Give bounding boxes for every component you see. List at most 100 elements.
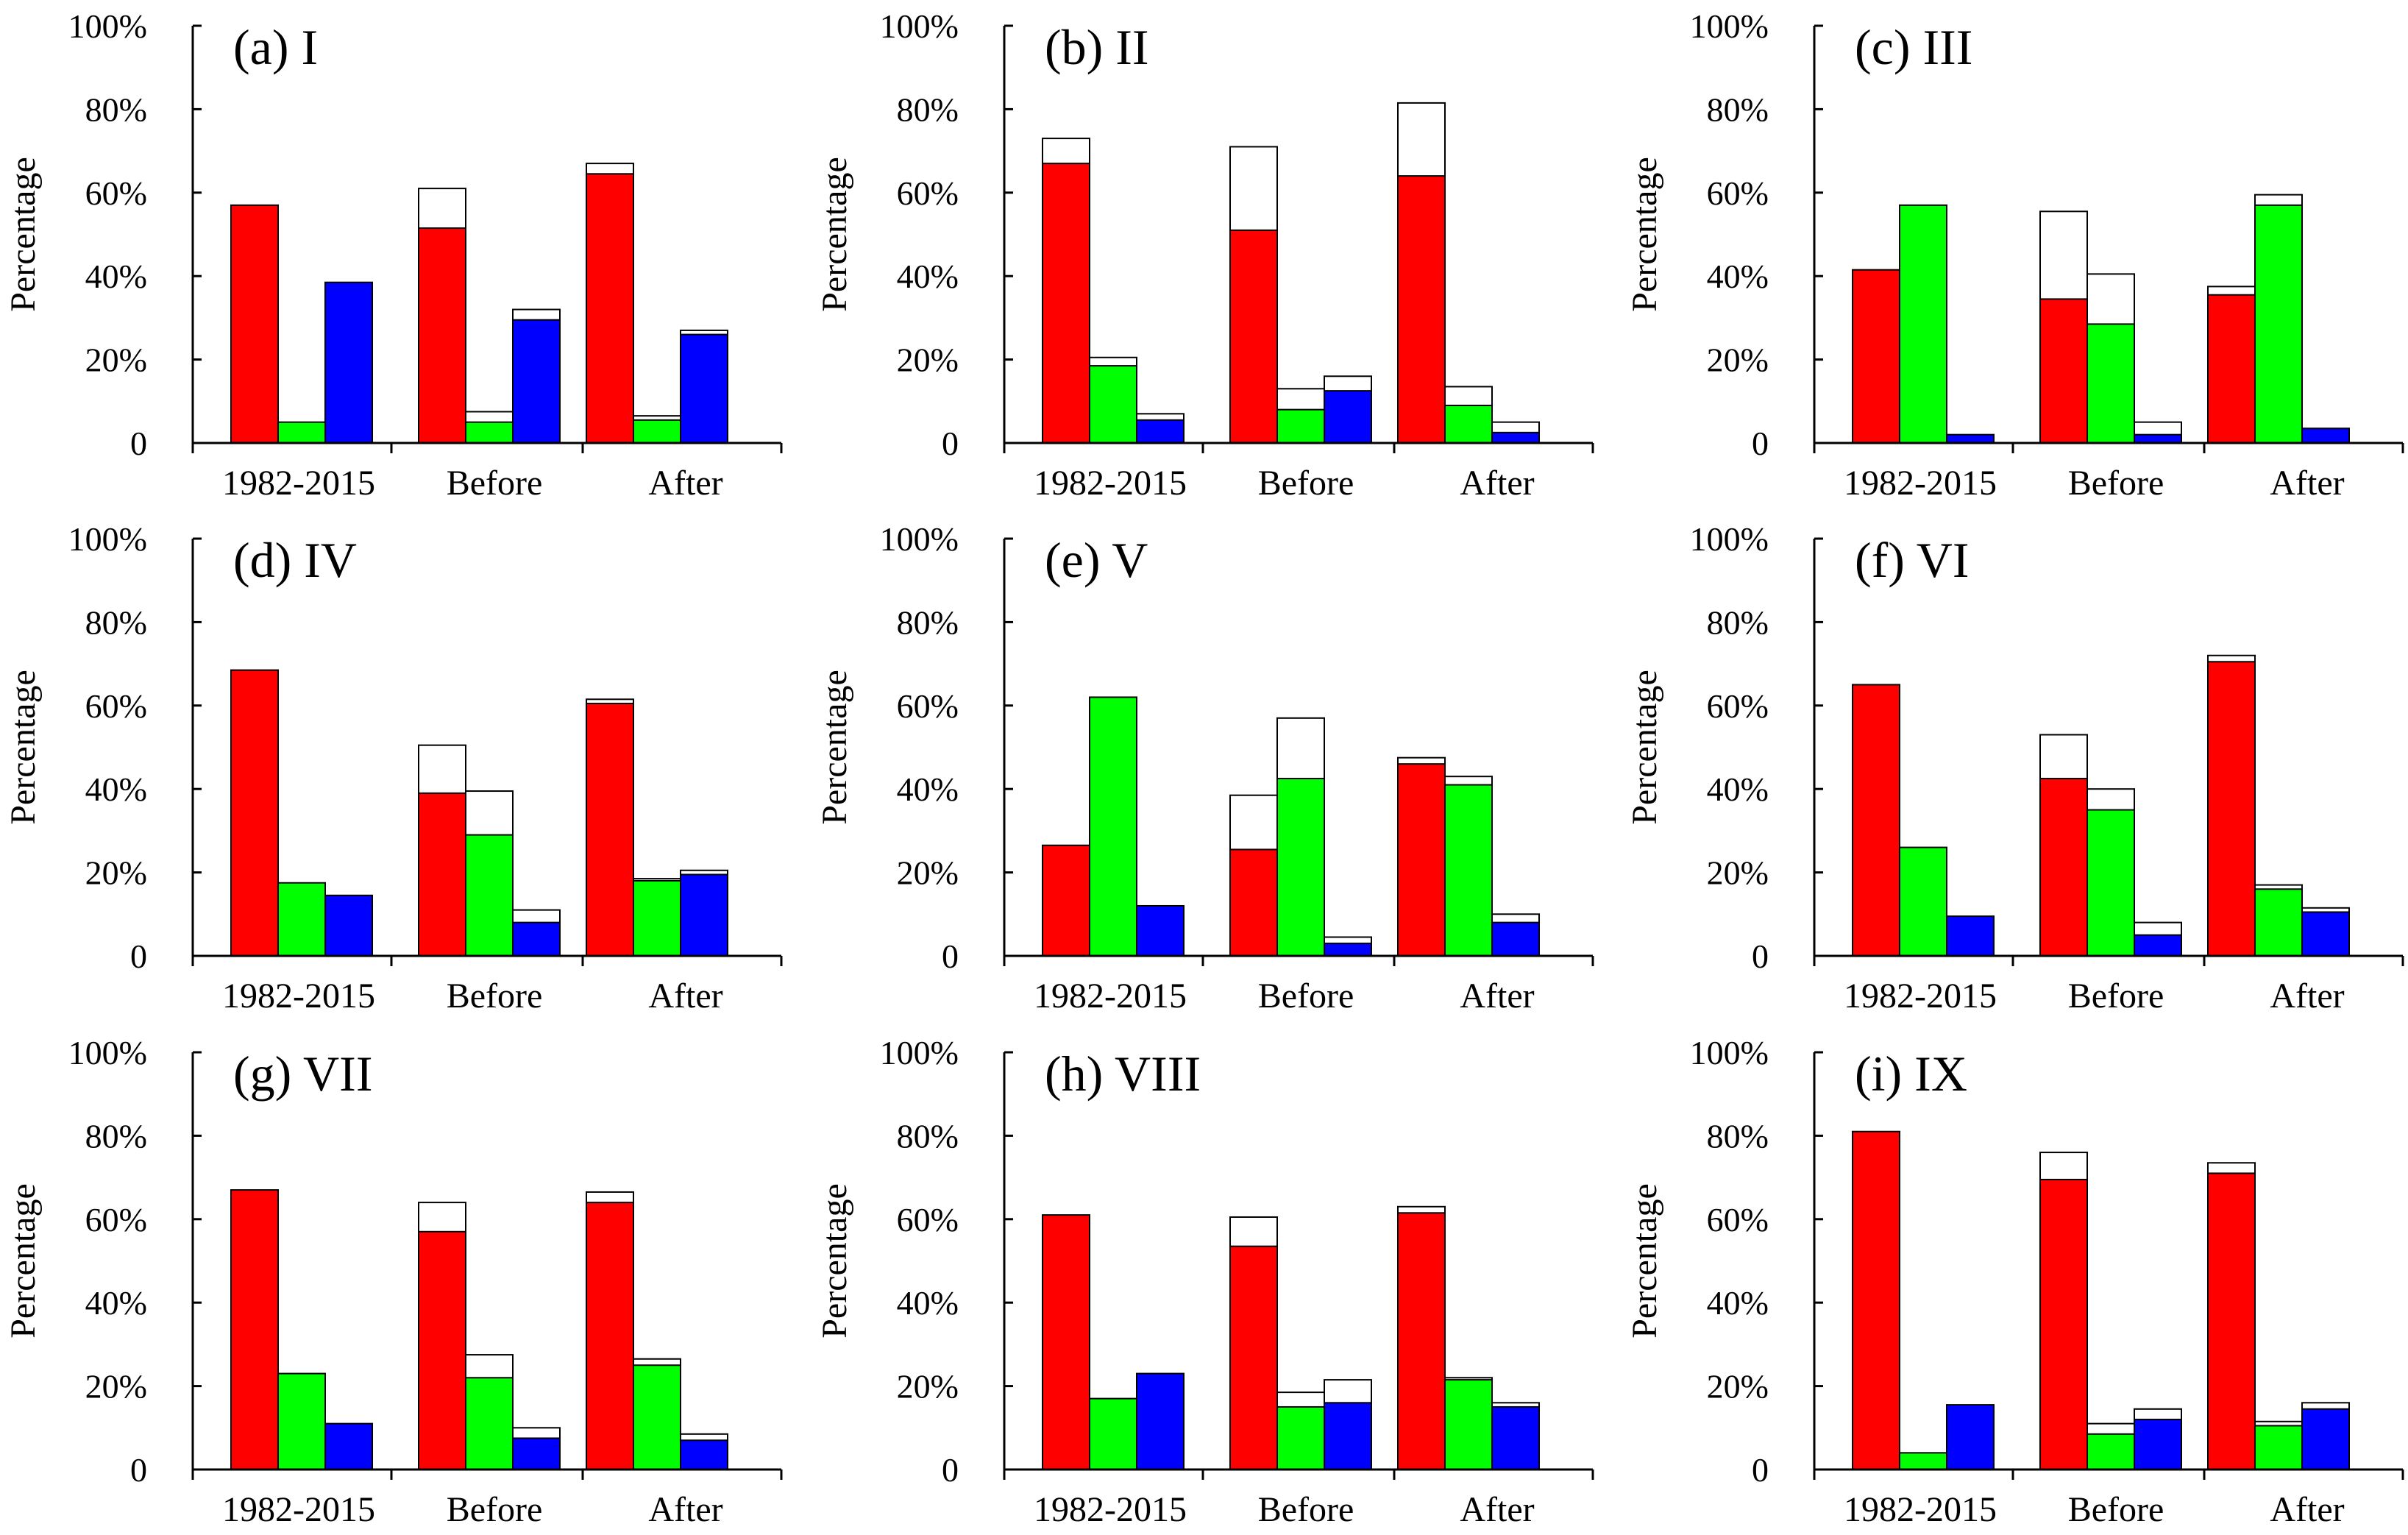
y-tick-label: 40%	[1707, 1284, 1769, 1322]
y-tick-label: 80%	[85, 91, 147, 128]
x-tick-label: After	[1460, 976, 1534, 1015]
x-tick-label: 1982-2015	[222, 976, 375, 1015]
bar-blue	[680, 333, 728, 444]
bar-blue	[2134, 934, 2182, 957]
bar-green	[2086, 809, 2135, 957]
bar-blue	[512, 1437, 561, 1470]
bar-red	[1397, 1212, 1446, 1471]
bar-green	[2086, 1433, 2135, 1471]
bar-blue	[680, 873, 728, 957]
x-tick-label: 1982-2015	[222, 1490, 375, 1529]
y-tick-label: 0	[130, 1451, 147, 1489]
y-tick-label: 80%	[85, 1117, 147, 1155]
x-tick-label: Before	[2068, 1490, 2164, 1529]
bar-green	[1089, 365, 1137, 444]
bar-red	[2039, 778, 2088, 957]
bar-red	[418, 1230, 466, 1471]
y-tick-label: 40%	[85, 1284, 147, 1322]
bar-green	[2254, 204, 2303, 444]
x-tick-label: After	[648, 976, 722, 1015]
bar-red	[586, 1202, 634, 1470]
bar-green	[465, 1377, 514, 1471]
bar-red	[2207, 1172, 2256, 1471]
bar-blue	[1946, 1404, 1995, 1470]
y-tick-label: 100%	[68, 520, 147, 558]
x-tick-label: 1982-2015	[1034, 1490, 1187, 1529]
bar-blue	[1136, 904, 1185, 957]
bar-blue	[1946, 433, 1995, 444]
bar-green	[2254, 1425, 2303, 1470]
bar-blue	[324, 894, 373, 957]
y-axis-label: Percentage	[1625, 1183, 1664, 1339]
x-tick-label: After	[1460, 464, 1534, 503]
y-tick-label: 20%	[85, 341, 147, 379]
bar-green	[633, 879, 681, 957]
y-axis-label: Percentage	[815, 670, 854, 825]
bar-blue	[512, 319, 561, 444]
y-tick-label: 20%	[897, 341, 959, 379]
x-tick-label: After	[2270, 1490, 2344, 1529]
bar-blue	[1491, 431, 1540, 444]
bar-red	[586, 173, 634, 444]
bar-red	[418, 792, 466, 957]
bar-blue	[324, 281, 373, 444]
bar-blue	[680, 1439, 728, 1471]
bar-red	[1229, 848, 1278, 957]
y-tick-label: 80%	[1707, 603, 1769, 641]
bar-green	[1899, 846, 1947, 957]
y-tick-label: 100%	[1690, 1034, 1769, 1071]
y-tick-label: 0	[130, 937, 147, 975]
y-tick-label: 20%	[85, 1368, 147, 1405]
bar-red	[230, 669, 279, 957]
bar-red	[1229, 229, 1278, 444]
panel-8: 0 20% 40% 60% 80% 100% 1982-2015 Before After Per…	[815, 1034, 1594, 1529]
y-tick-label: 60%	[897, 687, 959, 725]
bar-blue	[1324, 390, 1372, 444]
y-tick-label: 40%	[1707, 770, 1769, 808]
bar-green	[1276, 778, 1325, 957]
bar-blue	[2301, 911, 2350, 957]
bar-blue	[1324, 942, 1372, 957]
y-tick-label: 0	[130, 425, 147, 462]
panel-7: 0 20% 40% 60% 80% 100% 1982-2015 Before After Per…	[4, 1034, 783, 1529]
y-tick-label: 100%	[68, 7, 147, 45]
panel-5: 0 20% 40% 60% 80% 100% 1982-2015 Before After Per…	[815, 520, 1594, 1015]
bar-red	[418, 227, 466, 444]
bar-blue	[2301, 1408, 2350, 1471]
y-tick-label: 60%	[1707, 1201, 1769, 1238]
x-tick-label: 1982-2015	[1844, 464, 1997, 503]
bar-blue	[2134, 1418, 2182, 1470]
x-tick-label: Before	[447, 464, 543, 503]
x-tick-label: Before	[1258, 464, 1354, 503]
y-axis-label: Percentage	[4, 157, 43, 312]
bar-red	[586, 702, 634, 957]
bar-green	[1276, 408, 1325, 444]
panel-1: 0 20% 40% 60% 80% 100% 1982-2015 Before After Per…	[4, 7, 783, 503]
bar-red	[1397, 763, 1446, 957]
y-tick-label: 20%	[85, 854, 147, 892]
panel-title: (f) VI	[1855, 532, 1969, 588]
x-tick-label: 1982-2015	[1844, 976, 1997, 1015]
y-tick-label: 60%	[897, 1201, 959, 1238]
bar-green	[1444, 1379, 1493, 1470]
x-tick-label: 1982-2015	[1034, 976, 1187, 1015]
y-tick-label: 40%	[85, 770, 147, 808]
y-tick-label: 20%	[897, 854, 959, 892]
y-tick-label: 40%	[897, 1284, 959, 1322]
bar-red	[1397, 175, 1446, 444]
y-tick-label: 0	[942, 937, 959, 975]
bar-green	[1276, 1405, 1325, 1470]
bar-green	[1899, 1452, 1947, 1470]
bar-red	[2207, 294, 2256, 444]
panel-title: (a) I	[233, 19, 318, 75]
x-tick-label: Before	[2068, 976, 2164, 1015]
y-tick-label: 40%	[897, 258, 959, 295]
y-axis-label: Percentage	[815, 1183, 854, 1339]
x-tick-label: After	[1460, 1490, 1534, 1529]
panel-title: (b) II	[1045, 19, 1149, 75]
bar-red	[1852, 269, 1900, 444]
bar-blue	[1946, 915, 1995, 957]
bar-green	[1444, 404, 1493, 444]
bar-red	[2207, 661, 2256, 957]
